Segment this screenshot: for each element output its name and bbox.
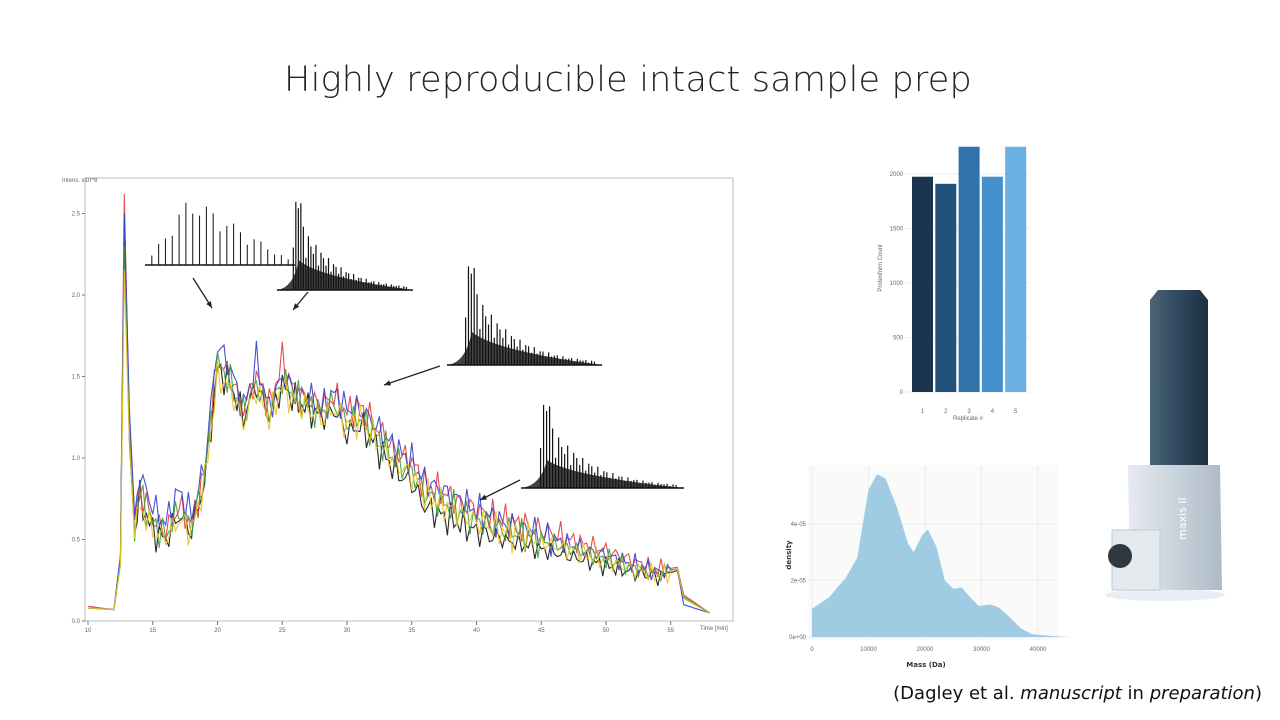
density-x-tick-label: 20000 bbox=[917, 647, 934, 653]
density-x-tick-label: 30000 bbox=[973, 647, 990, 653]
x-tick-label: 15 bbox=[149, 628, 156, 634]
density-x-axis-label: Mass (Da) bbox=[906, 661, 945, 669]
x-tick-label: 40 bbox=[473, 628, 480, 634]
x-tick-label: 50 bbox=[603, 628, 610, 634]
density-x-tick-label: 0 bbox=[810, 647, 814, 653]
arrowhead-icon bbox=[384, 380, 391, 386]
citation-authors: (Dagley et al. bbox=[893, 683, 1021, 704]
bar-x-tick-label: 2 bbox=[944, 409, 948, 415]
inset-mass-spectrum bbox=[521, 404, 684, 489]
bar bbox=[912, 176, 933, 392]
annotation-arrow bbox=[292, 291, 309, 311]
x-tick-label: 55 bbox=[667, 628, 674, 634]
density-y-tick-label: 2e-05 bbox=[791, 578, 807, 584]
density-y-tick-label: 4e-05 bbox=[791, 522, 807, 528]
arrow-shaft bbox=[383, 365, 441, 386]
bar-x-axis-label: Replicate # bbox=[953, 416, 984, 422]
bar-y-tick-label: 2000 bbox=[890, 172, 904, 178]
density-y-axis-label: density bbox=[785, 540, 793, 570]
arrowhead-icon bbox=[206, 301, 212, 308]
density-area bbox=[812, 474, 1072, 637]
inset-mass-spectrum bbox=[447, 266, 602, 366]
density-x-tick-label: 10000 bbox=[860, 647, 877, 653]
y-tick-label: 2.5 bbox=[72, 212, 81, 218]
citation-close: ) bbox=[1254, 683, 1262, 704]
density-y-tick-label: 0e+00 bbox=[789, 635, 807, 641]
bar bbox=[935, 183, 957, 392]
x-axis-label: Time [min] bbox=[700, 626, 728, 632]
arrowhead-icon bbox=[293, 303, 300, 310]
x-tick-label: 10 bbox=[85, 628, 92, 634]
bar-y-tick-label: 1500 bbox=[890, 227, 904, 233]
y-tick-label: 1.0 bbox=[72, 456, 81, 462]
y-tick-label: 2.0 bbox=[72, 293, 81, 299]
instrument-label: maxis II bbox=[1176, 497, 1189, 540]
citation-italic-manuscript: manuscript bbox=[1020, 683, 1122, 704]
spectrum-envelope bbox=[277, 260, 413, 290]
bar-x-tick-label: 5 bbox=[1014, 409, 1018, 415]
bar-x-tick-label: 1 bbox=[921, 409, 925, 415]
bar-y-tick-label: 1000 bbox=[890, 281, 904, 287]
inset-mass-spectrum bbox=[145, 202, 295, 266]
annotation-arrow bbox=[192, 277, 213, 309]
y-tick-label: 0.5 bbox=[72, 538, 81, 544]
chromatogram-series-line bbox=[87, 270, 710, 614]
bar-y-tick-label: 500 bbox=[893, 336, 904, 342]
arrow-shaft bbox=[479, 479, 521, 501]
slide-title: Highly reproducible intact sample prep bbox=[284, 60, 972, 100]
inset-mass-spectrum bbox=[277, 201, 413, 291]
x-tick-label: 30 bbox=[344, 628, 351, 634]
density-x-tick-label: 40000 bbox=[1030, 647, 1047, 653]
y-axis-label: Intens. x10^8 bbox=[62, 178, 98, 184]
citation-in: in bbox=[1121, 683, 1150, 704]
chromatogram-series-line bbox=[87, 246, 710, 614]
bar bbox=[1005, 146, 1027, 392]
bar bbox=[958, 146, 980, 392]
annotation-arrow bbox=[479, 479, 521, 501]
x-tick-label: 20 bbox=[214, 628, 221, 634]
bar-y-axis-label: Proteoform Count bbox=[878, 244, 884, 292]
annotation-arrow bbox=[383, 365, 441, 386]
y-tick-label: 1.5 bbox=[72, 375, 81, 381]
x-tick-label: 35 bbox=[408, 628, 415, 634]
x-tick-label: 45 bbox=[538, 628, 545, 634]
spectrum-envelope bbox=[447, 331, 602, 365]
arrowhead-icon bbox=[480, 494, 487, 500]
y-tick-label: 0.0 bbox=[72, 619, 81, 625]
bar-x-tick-label: 4 bbox=[991, 409, 995, 415]
x-tick-label: 25 bbox=[279, 628, 286, 634]
bar bbox=[981, 176, 1003, 392]
citation: (Dagley et al. manuscript in preparation… bbox=[893, 683, 1262, 704]
chromatogram-series-line bbox=[87, 213, 710, 614]
spectrum-envelope bbox=[521, 460, 684, 488]
citation-italic-preparation: preparation bbox=[1149, 683, 1255, 704]
bar-y-tick-label: 0 bbox=[900, 390, 904, 396]
bar-x-tick-label: 3 bbox=[967, 409, 971, 415]
